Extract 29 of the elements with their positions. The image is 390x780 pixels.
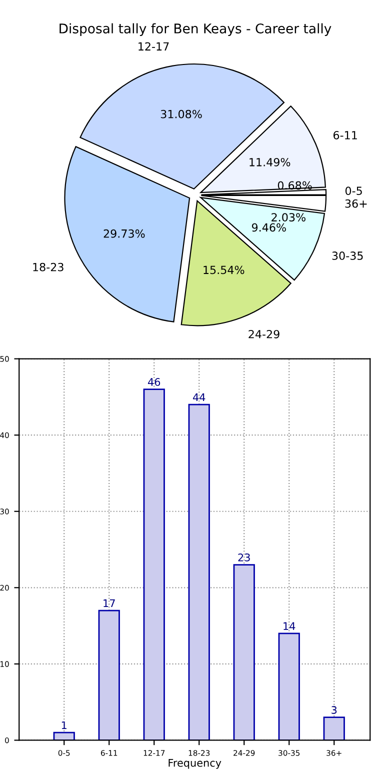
x-axis-title: Frequency [168,759,222,769]
data-label: 1 [62,721,66,730]
slice-label: 0-5 [345,186,362,196]
bar [53,732,75,740]
data-label: 15.54% [204,266,244,274]
data-label: 17 [104,599,115,607]
slice-label: 24-29 [248,330,280,338]
data-label: 9.46% [252,223,286,232]
bar [323,716,345,740]
chart-title: Disposal tally for Ben Keays - Career tally [60,23,332,36]
data-label: 29.73% [104,229,145,238]
slice-label: 30-35 [332,252,363,260]
bar [278,632,300,740]
data-label: 2.03% [272,213,306,222]
data-label: 44 [192,393,206,402]
slice-label: 36+ [345,199,367,208]
data-label: 14 [284,622,296,630]
slice-label: 18-23 [33,262,64,272]
data-label: 46 [148,378,160,386]
data-label: 11.49% [250,158,290,166]
bar [143,388,165,740]
bar [188,404,210,740]
bar [98,610,120,740]
bar [233,564,255,740]
slice-label: 12-17 [138,42,169,50]
data-label: 31.08% [160,110,202,118]
data-label: 23 [238,553,250,562]
data-label: 3 [332,706,337,714]
slice-label: 6-11 [334,130,357,140]
